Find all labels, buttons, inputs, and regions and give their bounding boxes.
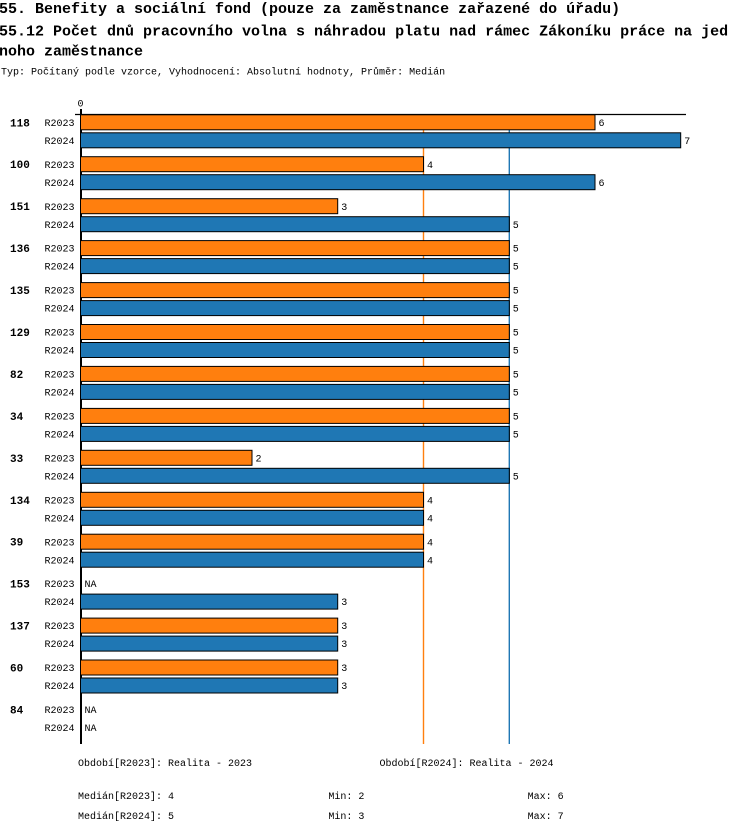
svg-text:R2024: R2024 <box>44 598 74 609</box>
svg-text:NA: NA <box>85 724 97 735</box>
svg-text:153: 153 <box>10 580 30 592</box>
svg-text:151: 151 <box>10 202 30 214</box>
svg-text:Min: 3: Min: 3 <box>328 811 364 823</box>
svg-text:R2024: R2024 <box>44 263 74 274</box>
svg-text:3: 3 <box>341 598 347 609</box>
svg-text:5: 5 <box>513 413 519 424</box>
svg-text:3: 3 <box>341 622 347 633</box>
svg-text:R2024: R2024 <box>44 682 74 693</box>
svg-text:R2023: R2023 <box>44 371 74 382</box>
svg-text:R2024: R2024 <box>44 179 74 190</box>
svg-text:R2023: R2023 <box>44 538 74 549</box>
svg-text:60: 60 <box>10 664 23 676</box>
svg-text:0: 0 <box>77 100 83 111</box>
svg-text:R2023: R2023 <box>44 496 74 507</box>
svg-text:R2023: R2023 <box>44 664 74 675</box>
svg-text:R2023: R2023 <box>44 413 74 424</box>
svg-text:7: 7 <box>684 137 690 148</box>
svg-text:noho zaměstnance: noho zaměstnance <box>0 44 143 61</box>
svg-text:4: 4 <box>427 556 433 567</box>
svg-text:R2024: R2024 <box>44 137 74 148</box>
svg-text:5: 5 <box>513 221 519 232</box>
svg-text:4: 4 <box>427 496 433 507</box>
svg-text:R2023: R2023 <box>44 203 74 214</box>
svg-text:3: 3 <box>341 203 347 214</box>
svg-text:5: 5 <box>513 371 519 382</box>
svg-text:R2024: R2024 <box>44 221 74 232</box>
svg-text:Medián[R2024]: 5: Medián[R2024]: 5 <box>78 811 174 823</box>
svg-text:R2024: R2024 <box>44 556 74 567</box>
svg-text:NA: NA <box>85 580 97 591</box>
svg-text:82: 82 <box>10 370 23 382</box>
svg-text:R2024: R2024 <box>44 389 74 400</box>
svg-text:R2024: R2024 <box>44 347 74 358</box>
svg-text:100: 100 <box>10 160 30 172</box>
svg-text:R2024: R2024 <box>44 640 74 651</box>
svg-text:5: 5 <box>513 347 519 358</box>
svg-text:134: 134 <box>10 496 30 508</box>
svg-text:137: 137 <box>10 622 30 634</box>
svg-text:Medián[R2023]: 4: Medián[R2023]: 4 <box>78 791 174 803</box>
svg-text:Období[R2024]: Realita - 2024: Období[R2024]: Realita - 2024 <box>380 758 554 770</box>
svg-text:R2023: R2023 <box>44 287 74 298</box>
svg-text:5: 5 <box>513 305 519 316</box>
svg-text:129: 129 <box>10 328 30 340</box>
svg-text:34: 34 <box>10 412 24 424</box>
svg-text:R2024: R2024 <box>44 431 74 442</box>
svg-text:Max: 7: Max: 7 <box>528 812 564 823</box>
svg-text:R2024: R2024 <box>44 472 74 483</box>
svg-text:5: 5 <box>513 329 519 340</box>
svg-text:5: 5 <box>513 431 519 442</box>
svg-text:3: 3 <box>341 664 347 675</box>
svg-text:135: 135 <box>10 286 30 298</box>
svg-text:R2023: R2023 <box>44 580 74 591</box>
svg-text:5: 5 <box>513 472 519 483</box>
svg-text:R2023: R2023 <box>44 245 74 256</box>
svg-text:4: 4 <box>427 538 433 549</box>
svg-text:84: 84 <box>10 706 24 718</box>
svg-text:2: 2 <box>256 454 262 465</box>
svg-text:R2023: R2023 <box>44 119 74 130</box>
svg-text:Min: 2: Min: 2 <box>328 791 364 803</box>
svg-text:55. Benefity a sociální fond (: 55. Benefity a sociální fond (pouze za z… <box>0 1 620 18</box>
svg-text:3: 3 <box>341 640 347 651</box>
svg-text:33: 33 <box>10 454 24 466</box>
svg-text:5: 5 <box>513 263 519 274</box>
svg-text:6: 6 <box>599 119 605 130</box>
svg-text:136: 136 <box>10 244 30 256</box>
svg-text:R2023: R2023 <box>44 622 74 633</box>
svg-text:4: 4 <box>427 161 433 172</box>
svg-text:R2023: R2023 <box>44 706 74 717</box>
svg-text:39: 39 <box>10 538 23 550</box>
svg-text:5: 5 <box>513 287 519 298</box>
svg-text:Max: 6: Max: 6 <box>528 792 564 803</box>
svg-text:NA: NA <box>85 706 97 717</box>
svg-text:5: 5 <box>513 389 519 400</box>
svg-text:4: 4 <box>427 514 433 525</box>
svg-text:Období[R2023]: Realita - 2023: Období[R2023]: Realita - 2023 <box>78 758 252 770</box>
svg-text:118: 118 <box>10 118 30 130</box>
svg-text:R2024: R2024 <box>44 724 74 735</box>
svg-text:R2023: R2023 <box>44 454 74 465</box>
svg-text:R2024: R2024 <box>44 514 74 525</box>
svg-text:3: 3 <box>341 682 347 693</box>
svg-text:Typ: Počítaný podle vzorce, Vy: Typ: Počítaný podle vzorce, Vyhodnocení:… <box>1 66 445 79</box>
svg-text:6: 6 <box>599 179 605 190</box>
svg-text:R2024: R2024 <box>44 305 74 316</box>
svg-text:R2023: R2023 <box>44 329 74 340</box>
svg-text:55.12 Počet dnů pracovního vol: 55.12 Počet dnů pracovního volna s náhra… <box>0 23 728 40</box>
svg-text:5: 5 <box>513 245 519 256</box>
svg-text:R2023: R2023 <box>44 161 74 172</box>
